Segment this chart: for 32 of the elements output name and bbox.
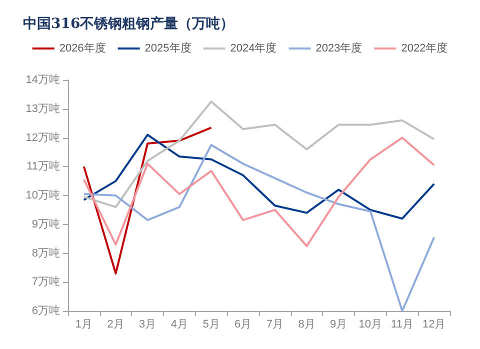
x-tick-label: 10月 (358, 318, 382, 330)
x-tick-label: 5月 (202, 318, 220, 330)
y-tick-label: 7万吨 (32, 275, 60, 288)
y-tick-label: 10万吨 (26, 188, 60, 202)
y-tick-label: 13万吨 (26, 102, 60, 115)
legend-label: 2022年度 (401, 42, 448, 54)
chart-title: 中国316不锈钢粗钢产量（万吨） (23, 15, 234, 32)
x-tick-label: 11月 (391, 318, 414, 330)
y-tick-label: 9万吨 (32, 217, 60, 230)
legend-label: 2025年度 (144, 42, 192, 54)
line-series (82, 134, 436, 220)
y-tick-label: 6万吨 (32, 304, 60, 317)
x-tick-label: 9月 (330, 318, 348, 330)
y-tick-label: 14万吨 (26, 73, 60, 86)
line-series (82, 126, 212, 274)
x-tick-label: 12月 (422, 318, 446, 330)
y-tick-label: 8万吨 (32, 246, 60, 260)
y-tick-label: 11万吨 (26, 160, 60, 173)
x-tick-label: 7月 (266, 318, 284, 330)
legend-label: 2024年度 (230, 42, 277, 54)
legend-label: 2023年度 (316, 42, 362, 54)
y-tick-label: 12万吨 (26, 130, 60, 144)
legend-label: 2026年度 (59, 42, 106, 54)
x-tick-label: 4月 (170, 318, 188, 330)
line-series (82, 136, 436, 248)
line-series (82, 100, 436, 208)
x-tick-label: 8月 (298, 318, 316, 330)
x-tick-label: 6月 (234, 318, 252, 330)
x-tick-label: 3月 (139, 318, 156, 330)
line-series (82, 144, 436, 312)
x-tick-label: 1月 (75, 318, 92, 330)
x-tick-label: 2月 (107, 318, 124, 330)
